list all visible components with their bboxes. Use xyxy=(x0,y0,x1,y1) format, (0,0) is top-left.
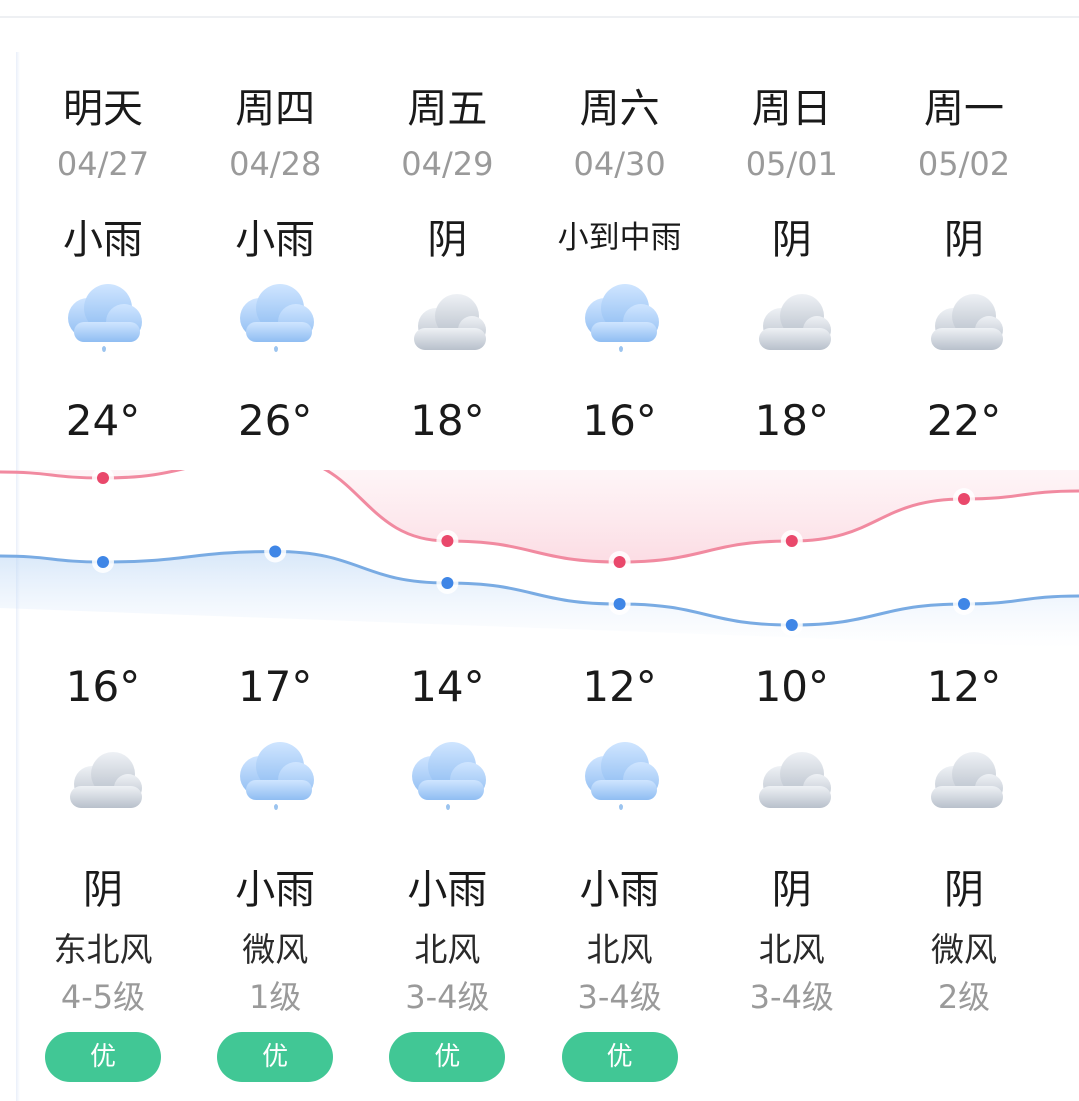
wind-direction-label: 北风 xyxy=(586,930,653,969)
overcast-cloud-icon xyxy=(758,294,831,350)
date-label: 05/01 xyxy=(745,145,838,183)
low-temp-label: 12° xyxy=(926,662,1002,711)
night-condition-label: 小雨 xyxy=(235,867,316,913)
high-temp-point xyxy=(958,493,970,505)
low-temp-point xyxy=(785,619,798,631)
date-label: 04/30 xyxy=(573,145,666,183)
low-temp-label: 17° xyxy=(237,662,313,711)
air-quality-badge[interactable]: 优 xyxy=(217,1032,334,1082)
date-label: 04/29 xyxy=(401,145,494,183)
rain-cloud-icon xyxy=(412,742,487,810)
wind-level-label: 2级 xyxy=(937,978,991,1016)
overcast-cloud-icon xyxy=(931,294,1003,350)
low-temp-point xyxy=(613,598,626,610)
weekday-label: 明天 xyxy=(63,86,143,132)
wind-level-label: 1级 xyxy=(249,978,302,1016)
low-temp-point xyxy=(269,545,282,558)
wind-direction-label: 东北风 xyxy=(53,930,153,969)
high-temp-band xyxy=(0,470,1079,562)
wind-level-label: 3-4级 xyxy=(577,978,662,1016)
night-condition-label: 阴 xyxy=(771,867,812,913)
high-temp-label: 18° xyxy=(754,396,830,445)
weekday-label: 周一 xyxy=(924,86,1004,132)
high-temp-line xyxy=(0,470,1079,564)
day-condition-label: 阴 xyxy=(427,217,468,263)
rain-cloud-icon xyxy=(584,284,659,352)
low-temp-line xyxy=(0,549,1079,627)
wind-direction-label: 微风 xyxy=(242,930,309,969)
air-quality-badge[interactable]: 优 xyxy=(389,1032,506,1082)
day-condition-label: 小雨 xyxy=(63,217,143,263)
rain-cloud-icon xyxy=(240,284,315,352)
low-temp-point xyxy=(441,577,454,589)
low-temp-point xyxy=(97,556,109,568)
high-temp-point xyxy=(441,535,454,547)
day-condition-label: 阴 xyxy=(944,217,984,263)
high-temp-label: 16° xyxy=(582,396,657,445)
high-temp-label: 18° xyxy=(410,396,485,445)
weekday-label: 周五 xyxy=(407,86,488,132)
top-divider xyxy=(0,16,1079,18)
day-condition-label: 小到中雨 xyxy=(557,220,682,256)
low-temp-label: 10° xyxy=(754,662,830,711)
wind-direction-label: 北风 xyxy=(758,930,825,969)
weekday-label: 周四 xyxy=(235,86,316,132)
high-temp-point xyxy=(785,535,798,547)
high-temp-label: 24° xyxy=(65,396,141,445)
day-condition-label: 阴 xyxy=(771,217,812,263)
overcast-cloud-icon xyxy=(414,294,487,350)
low-temp-band xyxy=(0,551,1079,648)
day-condition-label: 小雨 xyxy=(235,217,316,263)
temperature-chart xyxy=(0,470,1079,648)
night-condition-label: 小雨 xyxy=(407,867,488,913)
air-quality-badge[interactable]: 优 xyxy=(561,1032,678,1082)
rain-cloud-icon xyxy=(584,742,659,810)
wind-level-label: 4-5级 xyxy=(60,978,146,1016)
overcast-cloud-icon xyxy=(931,752,1003,808)
low-temp-point xyxy=(958,598,970,610)
high-temp-label: 26° xyxy=(237,396,313,445)
wind-direction-label: 北风 xyxy=(414,930,481,969)
weekday-label: 周日 xyxy=(751,86,832,132)
rain-cloud-icon xyxy=(68,284,142,352)
high-temp-point xyxy=(613,556,626,568)
wind-level-label: 3-4级 xyxy=(405,978,490,1016)
overcast-cloud-icon xyxy=(758,752,831,808)
low-temp-label: 14° xyxy=(410,662,485,711)
high-temp-label: 22° xyxy=(926,396,1002,445)
wind-direction-label: 微风 xyxy=(931,930,997,969)
low-temp-label: 16° xyxy=(65,662,141,711)
air-quality-badge[interactable]: 优 xyxy=(45,1032,161,1082)
weekday-label: 周六 xyxy=(579,86,660,132)
rain-cloud-icon xyxy=(240,742,315,810)
date-label: 04/28 xyxy=(229,145,322,183)
date-label: 05/02 xyxy=(917,145,1011,183)
night-condition-label: 阴 xyxy=(83,867,123,913)
night-condition-label: 阴 xyxy=(944,867,984,913)
date-label: 04/27 xyxy=(56,145,150,183)
wind-level-label: 3-4级 xyxy=(749,978,834,1016)
low-temp-label: 12° xyxy=(582,662,657,711)
night-condition-label: 小雨 xyxy=(579,867,660,913)
overcast-cloud-icon xyxy=(70,752,142,808)
high-temp-point xyxy=(97,472,109,484)
